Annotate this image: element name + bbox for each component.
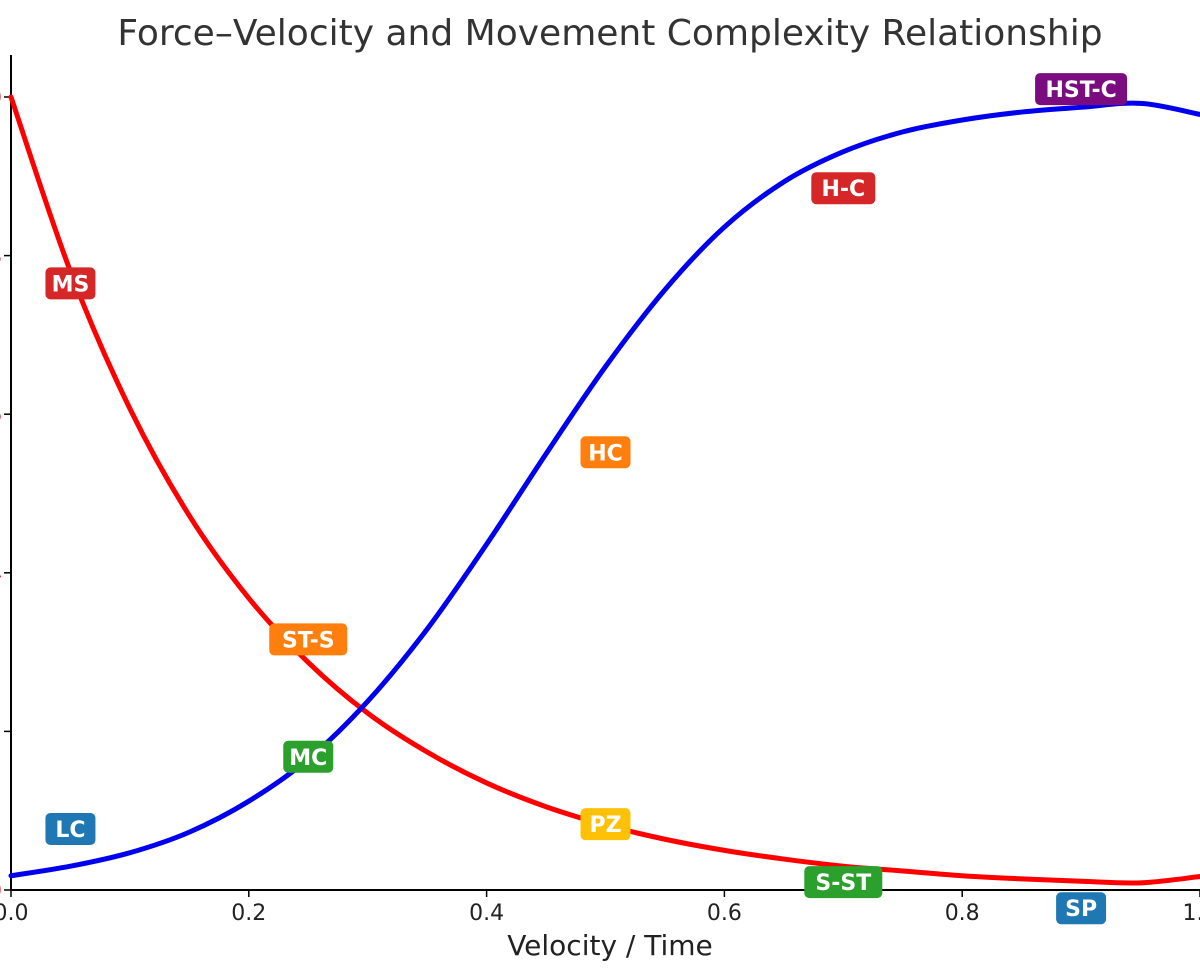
badge-background <box>45 812 96 845</box>
badge-background <box>269 623 348 656</box>
badge-background <box>811 172 876 205</box>
x-tick-label: 1.0 <box>1183 901 1200 926</box>
plot-area: 0.0 0.2 0.4 0.6 0.8 1.0 0.0 0.2 0.4 0.6 0.8 1.0 MS LC… <box>0 55 1200 926</box>
x-tick-label: 0.0 <box>0 901 29 926</box>
badge-label: LC <box>55 818 85 843</box>
annotation-badge-h-c: H-C <box>811 172 876 205</box>
badge-background <box>804 866 883 899</box>
badge-background <box>1035 73 1128 106</box>
badge-label: HST-C <box>1045 78 1116 103</box>
x-axis-label: Velocity / Time <box>507 929 713 962</box>
y-tick-label: 0.8 <box>0 245 2 270</box>
badge-label: H-C <box>821 177 865 202</box>
x-tick-label: 0.4 <box>469 901 504 926</box>
annotation-badge-ms: MS <box>45 267 96 300</box>
annotation-badge-sp: SP <box>1056 892 1107 925</box>
badge-label: ST-S <box>282 628 335 653</box>
badge-label: HC <box>588 441 623 466</box>
x-tick-label: 0.8 <box>945 901 980 926</box>
annotation-badge-mc: MC <box>283 740 334 773</box>
y-tick-label: 0.0 <box>0 879 2 904</box>
annotation-badge-pz: PZ <box>580 808 631 841</box>
badge-label: S-ST <box>815 871 871 896</box>
badge-background <box>45 267 96 300</box>
badge-background <box>580 436 631 469</box>
annotation-badge-s-st: S-ST <box>804 866 883 899</box>
force-curve-line <box>8 94 1200 886</box>
x-tick-label: 0.2 <box>231 901 266 926</box>
y-tick-label: 0.4 <box>0 562 2 587</box>
x-tick-label: 0.6 <box>707 901 742 926</box>
y-tick-label: 0.2 <box>0 720 2 745</box>
badge-background <box>283 740 334 773</box>
badge-label: PZ <box>589 813 621 838</box>
y-tick-label: 1.0 <box>0 86 2 111</box>
badge-background <box>580 808 631 841</box>
annotation-badge-hst-c: HST-C <box>1035 73 1128 106</box>
badge-label: MC <box>289 746 327 771</box>
complexity-curve-line <box>8 100 1200 879</box>
chart-title: Force–Velocity and Movement Complexity R… <box>117 13 1102 54</box>
badge-background <box>1056 892 1107 925</box>
annotation-badge-hc: HC <box>580 436 631 469</box>
y-tick-label: 0.6 <box>0 403 2 428</box>
annotation-badge-st-s: ST-S <box>269 623 348 656</box>
badge-label: SP <box>1065 897 1097 922</box>
badge-label: MS <box>52 272 90 297</box>
annotation-badge-lc: LC <box>45 812 96 845</box>
